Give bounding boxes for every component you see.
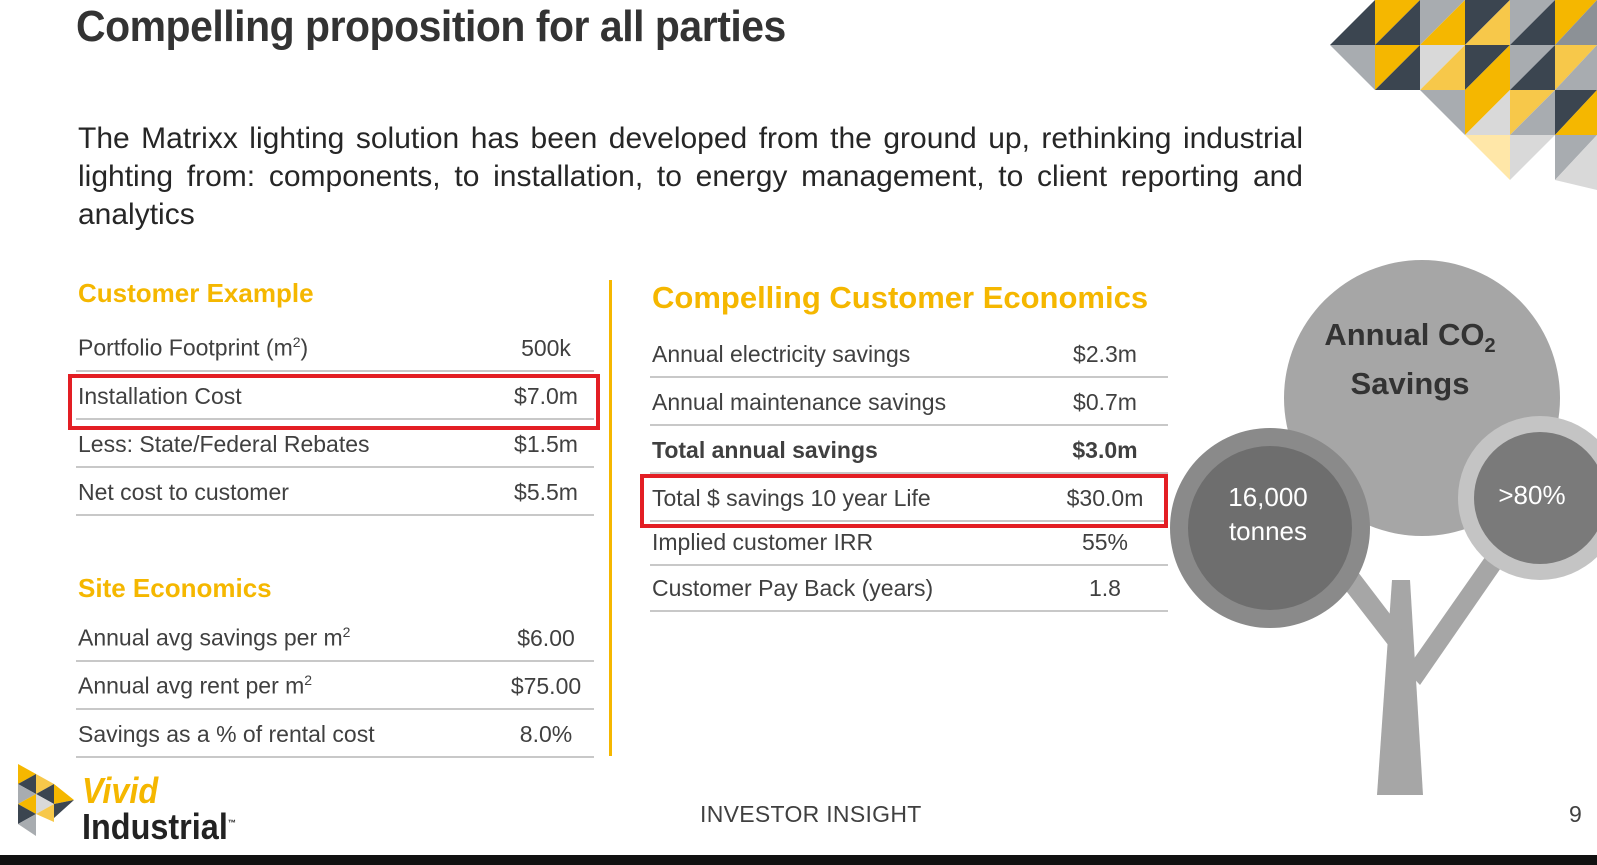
row-value: $5.5m bbox=[514, 479, 578, 505]
row-label: Total $ savings 10 year Life bbox=[652, 485, 931, 511]
ten-year-savings-highlight-box bbox=[640, 474, 1168, 528]
row-label: Annual maintenance savings bbox=[652, 389, 947, 415]
row-label: Net cost to customer bbox=[78, 479, 289, 505]
right-circle-inner bbox=[1474, 432, 1597, 564]
page-number: 9 bbox=[1569, 801, 1582, 827]
row-label: Annual avg savings per m bbox=[78, 625, 343, 651]
footer-text: INVESTOR INSIGHT bbox=[700, 801, 922, 827]
co2-savings-title: Annual CO2 Savings bbox=[1310, 316, 1510, 403]
column-divider bbox=[609, 280, 612, 756]
logo-line2: Industrial bbox=[82, 806, 228, 847]
vivid-industrial-logo-text: Vivid Industrial™ bbox=[82, 770, 253, 845]
co2-title-line2: Savings bbox=[1350, 366, 1470, 402]
row-label: Implied customer IRR bbox=[652, 529, 874, 555]
table-row: Annual maintenance savings $0.7m bbox=[650, 376, 1168, 426]
table-row: Annual avg savings per m2 $6.00 bbox=[76, 612, 594, 662]
row-label: Installation Cost bbox=[78, 383, 242, 409]
logo-trademark: ™ bbox=[227, 818, 236, 828]
slide-title: Compelling proposition for all parties bbox=[76, 2, 786, 51]
table-row: Less: State/Federal Rebates $1.5m bbox=[76, 418, 594, 468]
row-value: $3.0m bbox=[1072, 437, 1138, 463]
left-circle-inner bbox=[1188, 446, 1352, 610]
co2-tonnes-value: 16,000 tonnes bbox=[1188, 480, 1348, 548]
row-value: $0.7m bbox=[1073, 389, 1137, 415]
table-row: Installation Cost $7.0m bbox=[76, 370, 594, 420]
superscript: 2 bbox=[342, 624, 351, 641]
row-value: 1.8 bbox=[1089, 575, 1121, 601]
row-label: Portfolio Footprint (m bbox=[78, 335, 293, 361]
site-economics-heading: Site Economics bbox=[78, 573, 272, 603]
row-value: $2.3m bbox=[1073, 341, 1137, 367]
table-row: Customer Pay Back (years) 1.8 bbox=[650, 566, 1168, 612]
table-row: Implied customer IRR 55% bbox=[650, 520, 1168, 566]
vivid-industrial-logo-icon bbox=[18, 764, 74, 836]
table-row: Total annual savings $3.0m bbox=[650, 424, 1168, 474]
tonnes-number: 16,000 bbox=[1228, 482, 1308, 512]
row-label: Annual electricity savings bbox=[652, 341, 911, 367]
customer-economics-heading: Compelling Customer Economics bbox=[652, 280, 1149, 315]
row-value: 8.0% bbox=[519, 721, 573, 747]
co2-title-line1: Annual CO bbox=[1324, 317, 1485, 352]
row-label: Annual avg rent per m bbox=[78, 673, 305, 699]
row-label: Customer Pay Back (years) bbox=[652, 575, 934, 601]
table-row: Total $ savings 10 year Life $30.0m bbox=[650, 472, 1168, 522]
intro-paragraph: The Matrixx lighting solution has been d… bbox=[78, 122, 1303, 231]
row-label: Total annual savings bbox=[652, 437, 878, 463]
row-value: $6.00 bbox=[517, 625, 575, 651]
installation-cost-highlight-box bbox=[68, 374, 600, 430]
logo-line1: Vivid bbox=[82, 770, 159, 811]
row-value: $30.0m bbox=[1066, 485, 1144, 511]
tree-branch-right bbox=[1406, 550, 1505, 685]
row-value: $7.0m bbox=[514, 383, 578, 409]
triangle-pattern-decoration bbox=[1330, 0, 1597, 190]
co2-subscript: 2 bbox=[1484, 335, 1496, 358]
row-label: Savings as a % of rental cost bbox=[78, 721, 375, 747]
co2-percentage-value: >80% bbox=[1498, 480, 1566, 510]
customer-example-heading: Customer Example bbox=[78, 278, 314, 308]
superscript: 2 bbox=[304, 672, 313, 689]
bottom-bar bbox=[0, 855, 1597, 865]
superscript: 2 bbox=[292, 334, 301, 351]
row-label: Less: State/Federal Rebates bbox=[78, 431, 370, 457]
row-value: 55% bbox=[1081, 529, 1129, 555]
table-row: Portfolio Footprint (m2) 500k bbox=[76, 322, 594, 372]
co2-tree-graphic bbox=[1170, 260, 1597, 795]
row-label-suffix: ) bbox=[300, 335, 309, 361]
table-row: Annual electricity savings $2.3m bbox=[650, 328, 1168, 378]
tonnes-unit: tonnes bbox=[1228, 516, 1308, 546]
table-row: Savings as a % of rental cost 8.0% bbox=[76, 708, 594, 758]
row-value: 500k bbox=[521, 335, 571, 361]
table-row: Net cost to customer $5.5m bbox=[76, 466, 594, 516]
row-value: $1.5m bbox=[514, 431, 578, 457]
row-value: $75.00 bbox=[510, 673, 582, 699]
table-row: Annual avg rent per m2 $75.00 bbox=[76, 660, 594, 710]
